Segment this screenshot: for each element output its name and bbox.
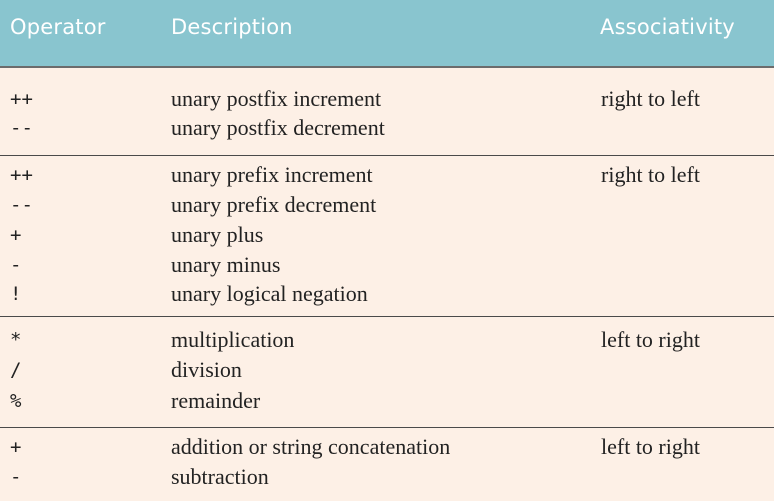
table-group: + addition or string concatenation left …: [0, 428, 774, 501]
associativity-cell: right to left: [601, 86, 700, 111]
associativity-cell: left to right: [601, 327, 700, 352]
description-cell: subtraction: [171, 464, 269, 489]
description-cell: unary minus: [171, 252, 281, 277]
operator-cell: -: [10, 466, 22, 488]
description-cell: unary postfix increment: [171, 86, 382, 111]
description-cell: multiplication: [171, 327, 295, 352]
table-row: / division: [0, 355, 774, 385]
description-cell: division: [171, 357, 242, 382]
associativity-cell: left to right: [601, 434, 700, 459]
operator-cell: %: [10, 390, 22, 412]
table-row: -- unary postfix decrement: [0, 113, 774, 143]
table-row: ++ unary prefix increment right to left: [0, 160, 774, 190]
description-cell: unary plus: [171, 222, 264, 247]
table-row: % remainder: [0, 386, 774, 416]
description-cell: unary prefix decrement: [171, 192, 377, 217]
table-group: * multiplication left to right / divisio…: [0, 317, 774, 428]
description-cell: unary postfix decrement: [171, 115, 385, 140]
operator-cell: +: [10, 224, 22, 246]
table-row: -- unary prefix decrement: [0, 190, 774, 220]
table-row: ++ unary postfix increment right to left: [0, 84, 774, 114]
table-row: * multiplication left to right: [0, 325, 774, 355]
description-cell: unary prefix increment: [171, 162, 373, 187]
description-cell: remainder: [171, 388, 261, 413]
description-cell: addition or string concatenation: [171, 434, 451, 459]
operator-cell: !: [10, 283, 22, 305]
operator-cell: --: [10, 194, 33, 216]
operator-cell: *: [10, 329, 22, 351]
header-operator: Operator: [10, 15, 106, 39]
table-row: - unary minus: [0, 250, 774, 280]
table-row: + unary plus: [0, 220, 774, 250]
table-row: + addition or string concatenation left …: [0, 432, 774, 462]
associativity-cell: right to left: [601, 162, 700, 187]
operator-cell: /: [10, 359, 22, 381]
table-row: - subtraction: [0, 462, 774, 492]
operator-cell: +: [10, 436, 22, 458]
description-cell: unary logical negation: [171, 281, 368, 306]
operator-cell: -: [10, 254, 22, 276]
table-row: ! unary logical negation: [0, 279, 774, 309]
table-group: ++ unary prefix increment right to left …: [0, 156, 774, 317]
operator-cell: --: [10, 117, 33, 139]
header-associativity: Associativity: [600, 15, 735, 39]
operator-cell: ++: [10, 164, 33, 186]
table-header: Operator Description Associativity: [0, 0, 774, 68]
header-description: Description: [171, 15, 293, 39]
operator-cell: ++: [10, 88, 33, 110]
table-group: ++ unary postfix increment right to left…: [0, 68, 774, 156]
